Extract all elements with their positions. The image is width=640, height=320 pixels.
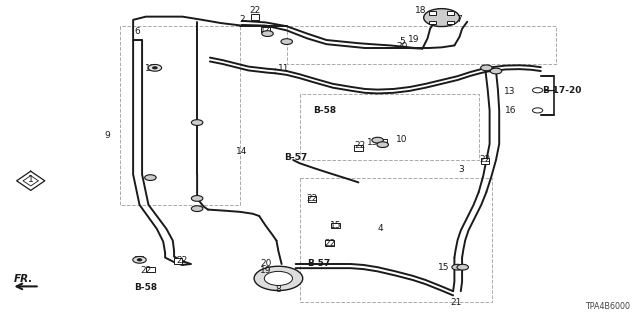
Text: 14: 14 (236, 148, 248, 156)
Text: TPA4B6000: TPA4B6000 (586, 302, 630, 311)
Circle shape (377, 142, 388, 148)
Bar (308, 196, 316, 202)
Circle shape (148, 64, 161, 71)
Circle shape (137, 259, 142, 261)
Text: 5: 5 (399, 37, 404, 46)
Bar (262, 27, 270, 32)
Text: 18: 18 (415, 6, 427, 15)
Circle shape (532, 88, 543, 93)
Text: 22: 22 (307, 194, 318, 203)
Bar (481, 158, 490, 164)
Bar (332, 223, 340, 228)
Text: FR.: FR. (14, 274, 33, 284)
Text: 12: 12 (260, 25, 271, 34)
Text: 21: 21 (451, 298, 462, 307)
Circle shape (191, 120, 203, 125)
Text: 7: 7 (457, 15, 462, 24)
Text: 3: 3 (458, 165, 463, 174)
Text: 22: 22 (355, 141, 366, 150)
Text: 17: 17 (145, 64, 157, 73)
Text: 19: 19 (260, 266, 271, 275)
Bar (146, 267, 155, 272)
Circle shape (532, 108, 543, 113)
Circle shape (372, 137, 383, 143)
Circle shape (191, 196, 203, 201)
Bar (174, 258, 182, 264)
Text: 15: 15 (438, 263, 449, 272)
Circle shape (145, 175, 156, 180)
Text: 4: 4 (378, 224, 383, 233)
Text: 22: 22 (249, 6, 260, 15)
Bar (251, 14, 259, 20)
Text: 22: 22 (140, 266, 152, 275)
Text: 8: 8 (276, 285, 281, 294)
Text: 15: 15 (330, 221, 341, 230)
Circle shape (481, 65, 492, 71)
Circle shape (152, 67, 157, 69)
Text: B-57: B-57 (284, 153, 307, 162)
Text: 19: 19 (408, 36, 420, 44)
Bar (447, 20, 454, 24)
Text: 22: 22 (324, 239, 336, 248)
Text: 1: 1 (28, 175, 33, 184)
Circle shape (452, 264, 463, 270)
Text: 11: 11 (278, 64, 289, 73)
Circle shape (281, 39, 292, 44)
Circle shape (264, 271, 292, 285)
Text: 2: 2 (239, 15, 244, 24)
Text: 17: 17 (134, 256, 145, 265)
Text: 20: 20 (260, 260, 271, 268)
Text: B-17-20: B-17-20 (542, 86, 582, 95)
Bar (429, 20, 436, 24)
Circle shape (457, 264, 468, 270)
Text: B-58: B-58 (314, 106, 337, 115)
Text: 22: 22 (177, 256, 188, 265)
Bar (447, 12, 454, 15)
Text: 15: 15 (367, 138, 378, 147)
Bar (429, 12, 436, 15)
Text: 20: 20 (396, 42, 408, 51)
Text: 16: 16 (505, 106, 516, 115)
Text: B-58: B-58 (134, 284, 157, 292)
Text: 13: 13 (504, 87, 516, 96)
Circle shape (191, 206, 203, 212)
Bar (379, 139, 387, 144)
Bar (355, 145, 363, 151)
Text: 9: 9 (105, 132, 110, 140)
Text: 6: 6 (135, 28, 140, 36)
Circle shape (262, 31, 273, 36)
Circle shape (254, 266, 303, 291)
Text: B-57: B-57 (307, 260, 330, 268)
Circle shape (490, 68, 502, 74)
Text: 22: 22 (479, 156, 491, 164)
Circle shape (133, 257, 147, 263)
Circle shape (424, 9, 460, 27)
Text: 10: 10 (396, 135, 407, 144)
Bar (326, 240, 334, 246)
